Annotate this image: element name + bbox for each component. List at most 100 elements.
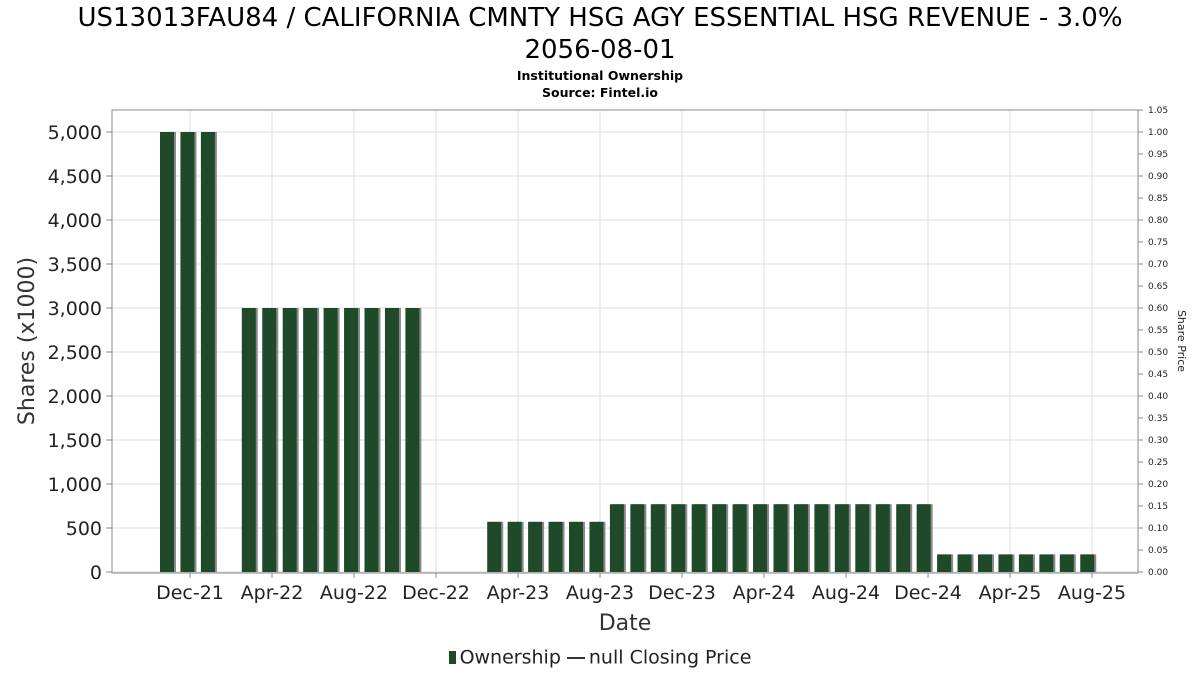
ownership-bar: [1059, 554, 1074, 572]
y-axis-ticks: 0 500 1,000 1,500 2,000 2,500 3,000 3,500 4,000 4…: [48, 122, 112, 584]
ownership-bar: [569, 521, 583, 572]
x-tick-label: Aug-24: [812, 582, 880, 604]
x-tick-label: Apr-23: [487, 582, 550, 604]
y2-tick-label: 0.15: [1148, 502, 1168, 512]
y-tick-label: 2,500: [48, 342, 102, 364]
y-tick-label: 1,500: [48, 430, 102, 452]
ownership-bar: [548, 521, 563, 572]
ownership-bar: [875, 504, 890, 572]
y2-axis-label: Share Price: [1175, 310, 1188, 372]
y2-tick-label: 0.80: [1148, 216, 1168, 226]
ownership-bar: [405, 308, 420, 572]
x-tick-label: Apr-25: [979, 582, 1042, 604]
ownership-bar: [712, 504, 727, 572]
y2-tick-label: 1.00: [1148, 128, 1168, 138]
x-tick-label: Dec-24: [894, 582, 962, 604]
y2-tick-label: 0.30: [1148, 436, 1168, 446]
y2-tick-label: 0.60: [1148, 304, 1168, 314]
y2-tick-label: 0.95: [1148, 150, 1168, 160]
ownership-bar: [855, 504, 870, 572]
y-tick-label: 5,000: [48, 122, 102, 144]
y2-tick-label: 0.70: [1148, 260, 1168, 270]
ownership-bar: [896, 504, 911, 572]
y2-tick-label: 0.10: [1148, 524, 1168, 534]
chart-source: Source: Fintel.io: [542, 85, 658, 100]
closing-price-legend-label: null Closing Price: [588, 646, 752, 669]
chart-subtitle: Institutional Ownership: [516, 68, 684, 83]
y2-tick-label: 0.05: [1148, 546, 1168, 556]
y2-tick-label: 0.35: [1148, 414, 1168, 424]
y-tick-label: 3,000: [48, 298, 102, 320]
y-tick-label: 4,000: [48, 210, 102, 232]
ownership-bar: [303, 308, 318, 572]
ownership-bar: [1080, 554, 1095, 572]
y2-tick-label: 0.65: [1148, 282, 1168, 292]
x-tick-label: Dec-23: [648, 582, 716, 604]
y-tick-label: 1,000: [48, 474, 102, 496]
y2-tick-label: 0.00: [1148, 568, 1168, 578]
chart-title-line1: US13013FAU84 / CALIFORNIA CMNTY HSG AGY …: [77, 3, 1123, 33]
y2-tick-label: 0.20: [1148, 480, 1168, 490]
closing-price-legend-swatch: [566, 656, 585, 659]
ownership-bar: [916, 504, 931, 572]
ownership-bar: [241, 308, 256, 572]
ownership-bar: [344, 308, 359, 572]
ownership-bar: [773, 504, 788, 572]
y2-tick-label: 0.45: [1148, 370, 1168, 380]
ownership-bar: [507, 521, 522, 572]
ownership-bar: [691, 504, 706, 572]
ownership-bar: [630, 504, 645, 572]
y2-tick-label: 0.90: [1148, 172, 1168, 182]
x-tick-label: Aug-22: [320, 582, 388, 604]
y2-tick-label: 0.55: [1148, 326, 1168, 336]
ownership-bar: [323, 308, 338, 572]
x-tick-label: Apr-22: [241, 582, 304, 604]
y-tick-label: 500: [66, 518, 102, 540]
ownership-bar: [487, 521, 502, 572]
ownership-bar: [814, 504, 829, 572]
ownership-bar: [1018, 554, 1033, 572]
y2-tick-label: 0.25: [1148, 458, 1168, 468]
plot-frame: [111, 109, 1139, 574]
ownership-bar: [384, 308, 399, 572]
chart-title-line2: 2056-08-01: [524, 35, 676, 65]
y2-axis-ticks: 0.00 0.05 0.10 0.15 0.20 0.25 0.30 0.35 0.40 0.45…: [1138, 106, 1168, 578]
y-axis-label: Shares (x1000): [15, 257, 40, 425]
y2-tick-label: 0.75: [1148, 238, 1168, 248]
legend: Ownership null Closing Price: [0, 646, 1200, 669]
x-axis-ticks: Dec-21 Apr-22 Aug-22 Dec-22 Apr-23 Aug-23 Dec-…: [156, 573, 1126, 604]
y2-tick-label: 0.85: [1148, 194, 1168, 204]
ownership-legend-label: Ownership: [459, 646, 561, 669]
ownership-bar: [609, 504, 624, 572]
ownership-bar: [753, 504, 768, 572]
ownership-bar: [793, 504, 808, 572]
ownership-bar: [180, 132, 195, 572]
x-tick-label: Dec-22: [402, 582, 470, 604]
x-tick-label: Aug-25: [1058, 582, 1126, 604]
ownership-bar: [998, 554, 1013, 572]
ownership-bar: [589, 521, 604, 572]
x-tick-label: Aug-23: [566, 582, 634, 604]
bars-group: [160, 132, 1097, 572]
ownership-bar: [1039, 554, 1054, 572]
ownership-bar: [834, 504, 849, 572]
x-tick-label: Dec-21: [156, 582, 224, 604]
y-tick-label: 2,000: [48, 386, 102, 408]
ownership-bar: [671, 504, 686, 572]
y-tick-label: 3,500: [48, 254, 102, 276]
ownership-bar: [528, 521, 543, 572]
ownership-bar: [200, 132, 215, 572]
ownership-bar: [364, 308, 379, 572]
x-tick-label: Apr-24: [733, 582, 796, 604]
ownership-bar: [650, 504, 665, 572]
ownership-bar: [732, 504, 747, 572]
y2-tick-label: 1.05: [1148, 106, 1168, 116]
x-axis-label: Date: [599, 611, 652, 636]
ownership-bar: [160, 132, 174, 572]
ownership-bar: [957, 554, 972, 572]
ownership-legend-swatch: [448, 651, 456, 664]
ownership-bar: [282, 308, 297, 572]
ownership-bar: [978, 554, 992, 572]
ownership-bar: [262, 308, 277, 572]
